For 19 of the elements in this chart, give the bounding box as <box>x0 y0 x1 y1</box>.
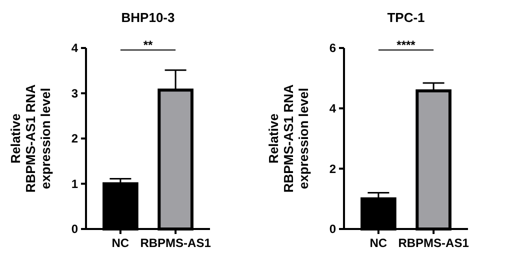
y-tick-label: 1 <box>71 176 78 191</box>
y-tick-label: 4 <box>71 41 78 56</box>
x-tick-label: RBPMS-AS1 <box>140 236 212 250</box>
y-axis-title: Relative RBPMS-AS1 RNA expression level <box>8 84 53 193</box>
y-tick-label: 6 <box>329 41 336 56</box>
annotation: ** <box>143 38 153 52</box>
y-tick-label: 2 <box>329 162 336 176</box>
y-axis-title: Relative RBPMS-AS1 RNA expression level <box>266 84 311 193</box>
chart-title: BHP10-3 <box>121 10 175 25</box>
y-tick-label: 3 <box>71 86 78 100</box>
y-tick-label: 4 <box>329 102 336 116</box>
x-tick-label: NC <box>370 236 388 250</box>
x-tick-label: RBPMS-AS1 <box>398 236 470 250</box>
annotation: **** <box>396 38 416 52</box>
y-tick-label: 0 <box>329 222 336 236</box>
x-tick-label: NC <box>112 236 130 250</box>
chart-title: TPC-1 <box>387 10 425 25</box>
y-tick-label: 0 <box>71 222 78 236</box>
y-tick-label: 2 <box>71 132 78 146</box>
